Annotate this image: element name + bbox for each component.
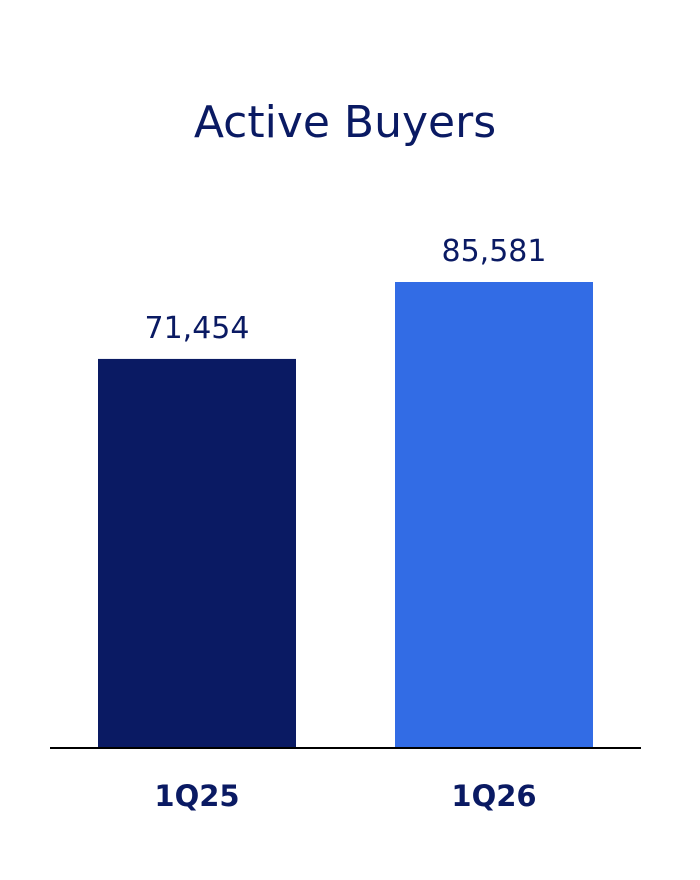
chart-title: Active Buyers	[194, 97, 496, 148]
category-label-1q26: 1Q26	[451, 779, 536, 813]
category-label-1q25: 1Q25	[154, 779, 239, 813]
bars-layer: 71,454 1Q25 85,581 1Q26	[98, 234, 593, 813]
value-label-1q25: 71,454	[145, 311, 250, 346]
bar-1q26	[395, 282, 593, 748]
bar-1q25	[98, 358, 296, 748]
value-label-1q26: 85,581	[442, 234, 547, 269]
